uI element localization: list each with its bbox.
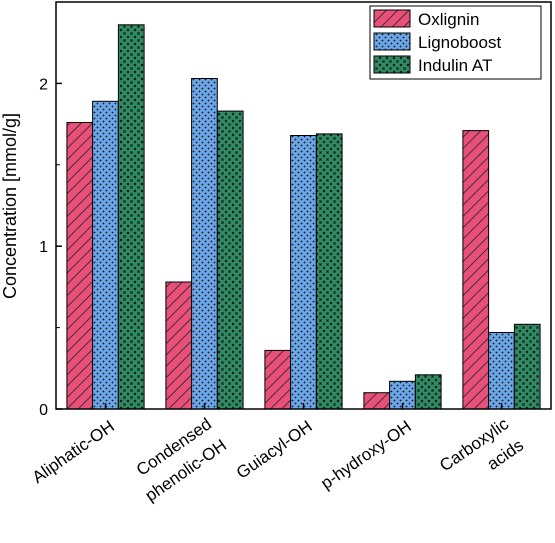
legend: Oxlignin Lignoboost Indulin AT xyxy=(369,5,542,80)
bar-lignoboost-4 xyxy=(488,332,515,410)
x-tick-label-1: Condensedphenolic-OH xyxy=(127,414,230,505)
y-axis-label: Concentration [mmol/g] xyxy=(0,113,20,299)
bar-lignoboost-1 xyxy=(191,78,218,410)
y-axis: 0 1 2 xyxy=(39,76,62,419)
bar-oxlignin-0 xyxy=(66,122,94,410)
x-tick-label-2: Guiacyl-OH xyxy=(233,417,316,483)
legend-label-oxlignin: Oxlignin xyxy=(418,10,479,29)
bar-indulin-at-1 xyxy=(216,110,244,410)
bar-lignoboost-0 xyxy=(92,100,119,410)
bar-indulin-at-3 xyxy=(414,374,442,410)
bar-indulin-at-0 xyxy=(117,24,145,410)
bar-oxlignin-2 xyxy=(264,349,292,410)
bar-lignoboost-2 xyxy=(290,135,317,410)
bar-oxlignin-4 xyxy=(462,130,490,410)
y-tick-label-0: 0 xyxy=(39,402,48,419)
x-axis: Aliphatic-OH Condensedphenolic-OH Guiacyl-… xyxy=(29,403,527,505)
x-tick-label-4: Carboxylicacids xyxy=(436,414,527,497)
legend-swatch-indulin-at xyxy=(373,55,411,74)
x-tick-label-0: Aliphatic-OH xyxy=(29,417,118,487)
y-tick-label-2: 2 xyxy=(39,76,48,93)
x-tick-label-3: p-hydroxy-OH xyxy=(317,417,415,493)
bar-oxlignin-3 xyxy=(363,392,391,410)
legend-swatch-lignoboost xyxy=(373,32,411,51)
bar-indulin-at-2 xyxy=(315,133,343,410)
bars-group xyxy=(66,24,541,410)
bar-indulin-at-4 xyxy=(513,323,541,410)
legend-label-lignoboost: Lignoboost xyxy=(418,33,501,52)
legend-swatch-oxlignin xyxy=(373,9,411,28)
legend-label-indulin-at: Indulin AT xyxy=(418,56,492,75)
y-tick-label-1: 1 xyxy=(39,239,48,256)
bar-oxlignin-1 xyxy=(165,281,193,410)
